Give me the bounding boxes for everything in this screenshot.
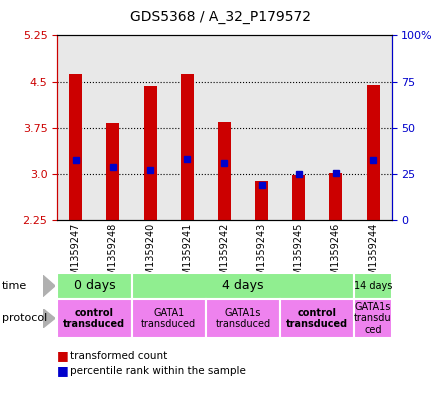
Text: GATA1s
transduced: GATA1s transduced	[216, 308, 271, 329]
Bar	[181, 73, 194, 220]
Bar	[143, 86, 157, 220]
Text: ■: ■	[57, 349, 69, 362]
Text: time: time	[2, 281, 27, 291]
Text: GATA1s
transdu
ced: GATA1s transdu ced	[354, 302, 392, 335]
Bar	[367, 84, 380, 220]
Bar	[255, 181, 268, 220]
Text: 4 days: 4 days	[222, 279, 264, 292]
Bar	[218, 121, 231, 220]
Text: 14 days: 14 days	[354, 281, 392, 291]
Bar	[106, 123, 119, 220]
Text: transformed count: transformed count	[70, 351, 168, 361]
Text: percentile rank within the sample: percentile rank within the sample	[70, 365, 246, 376]
Bar	[330, 173, 342, 220]
Bar	[69, 73, 82, 220]
Text: ■: ■	[57, 364, 69, 377]
Polygon shape	[43, 309, 55, 328]
Text: 0 days: 0 days	[73, 279, 115, 292]
Text: GDS5368 / A_32_P179572: GDS5368 / A_32_P179572	[129, 10, 311, 24]
Text: control
transduced: control transduced	[63, 308, 125, 329]
Text: GATA1
transduced: GATA1 transduced	[141, 308, 196, 329]
Bar	[292, 175, 305, 220]
Text: protocol: protocol	[2, 313, 48, 323]
Text: control
transduced: control transduced	[286, 308, 348, 329]
Polygon shape	[43, 275, 55, 297]
